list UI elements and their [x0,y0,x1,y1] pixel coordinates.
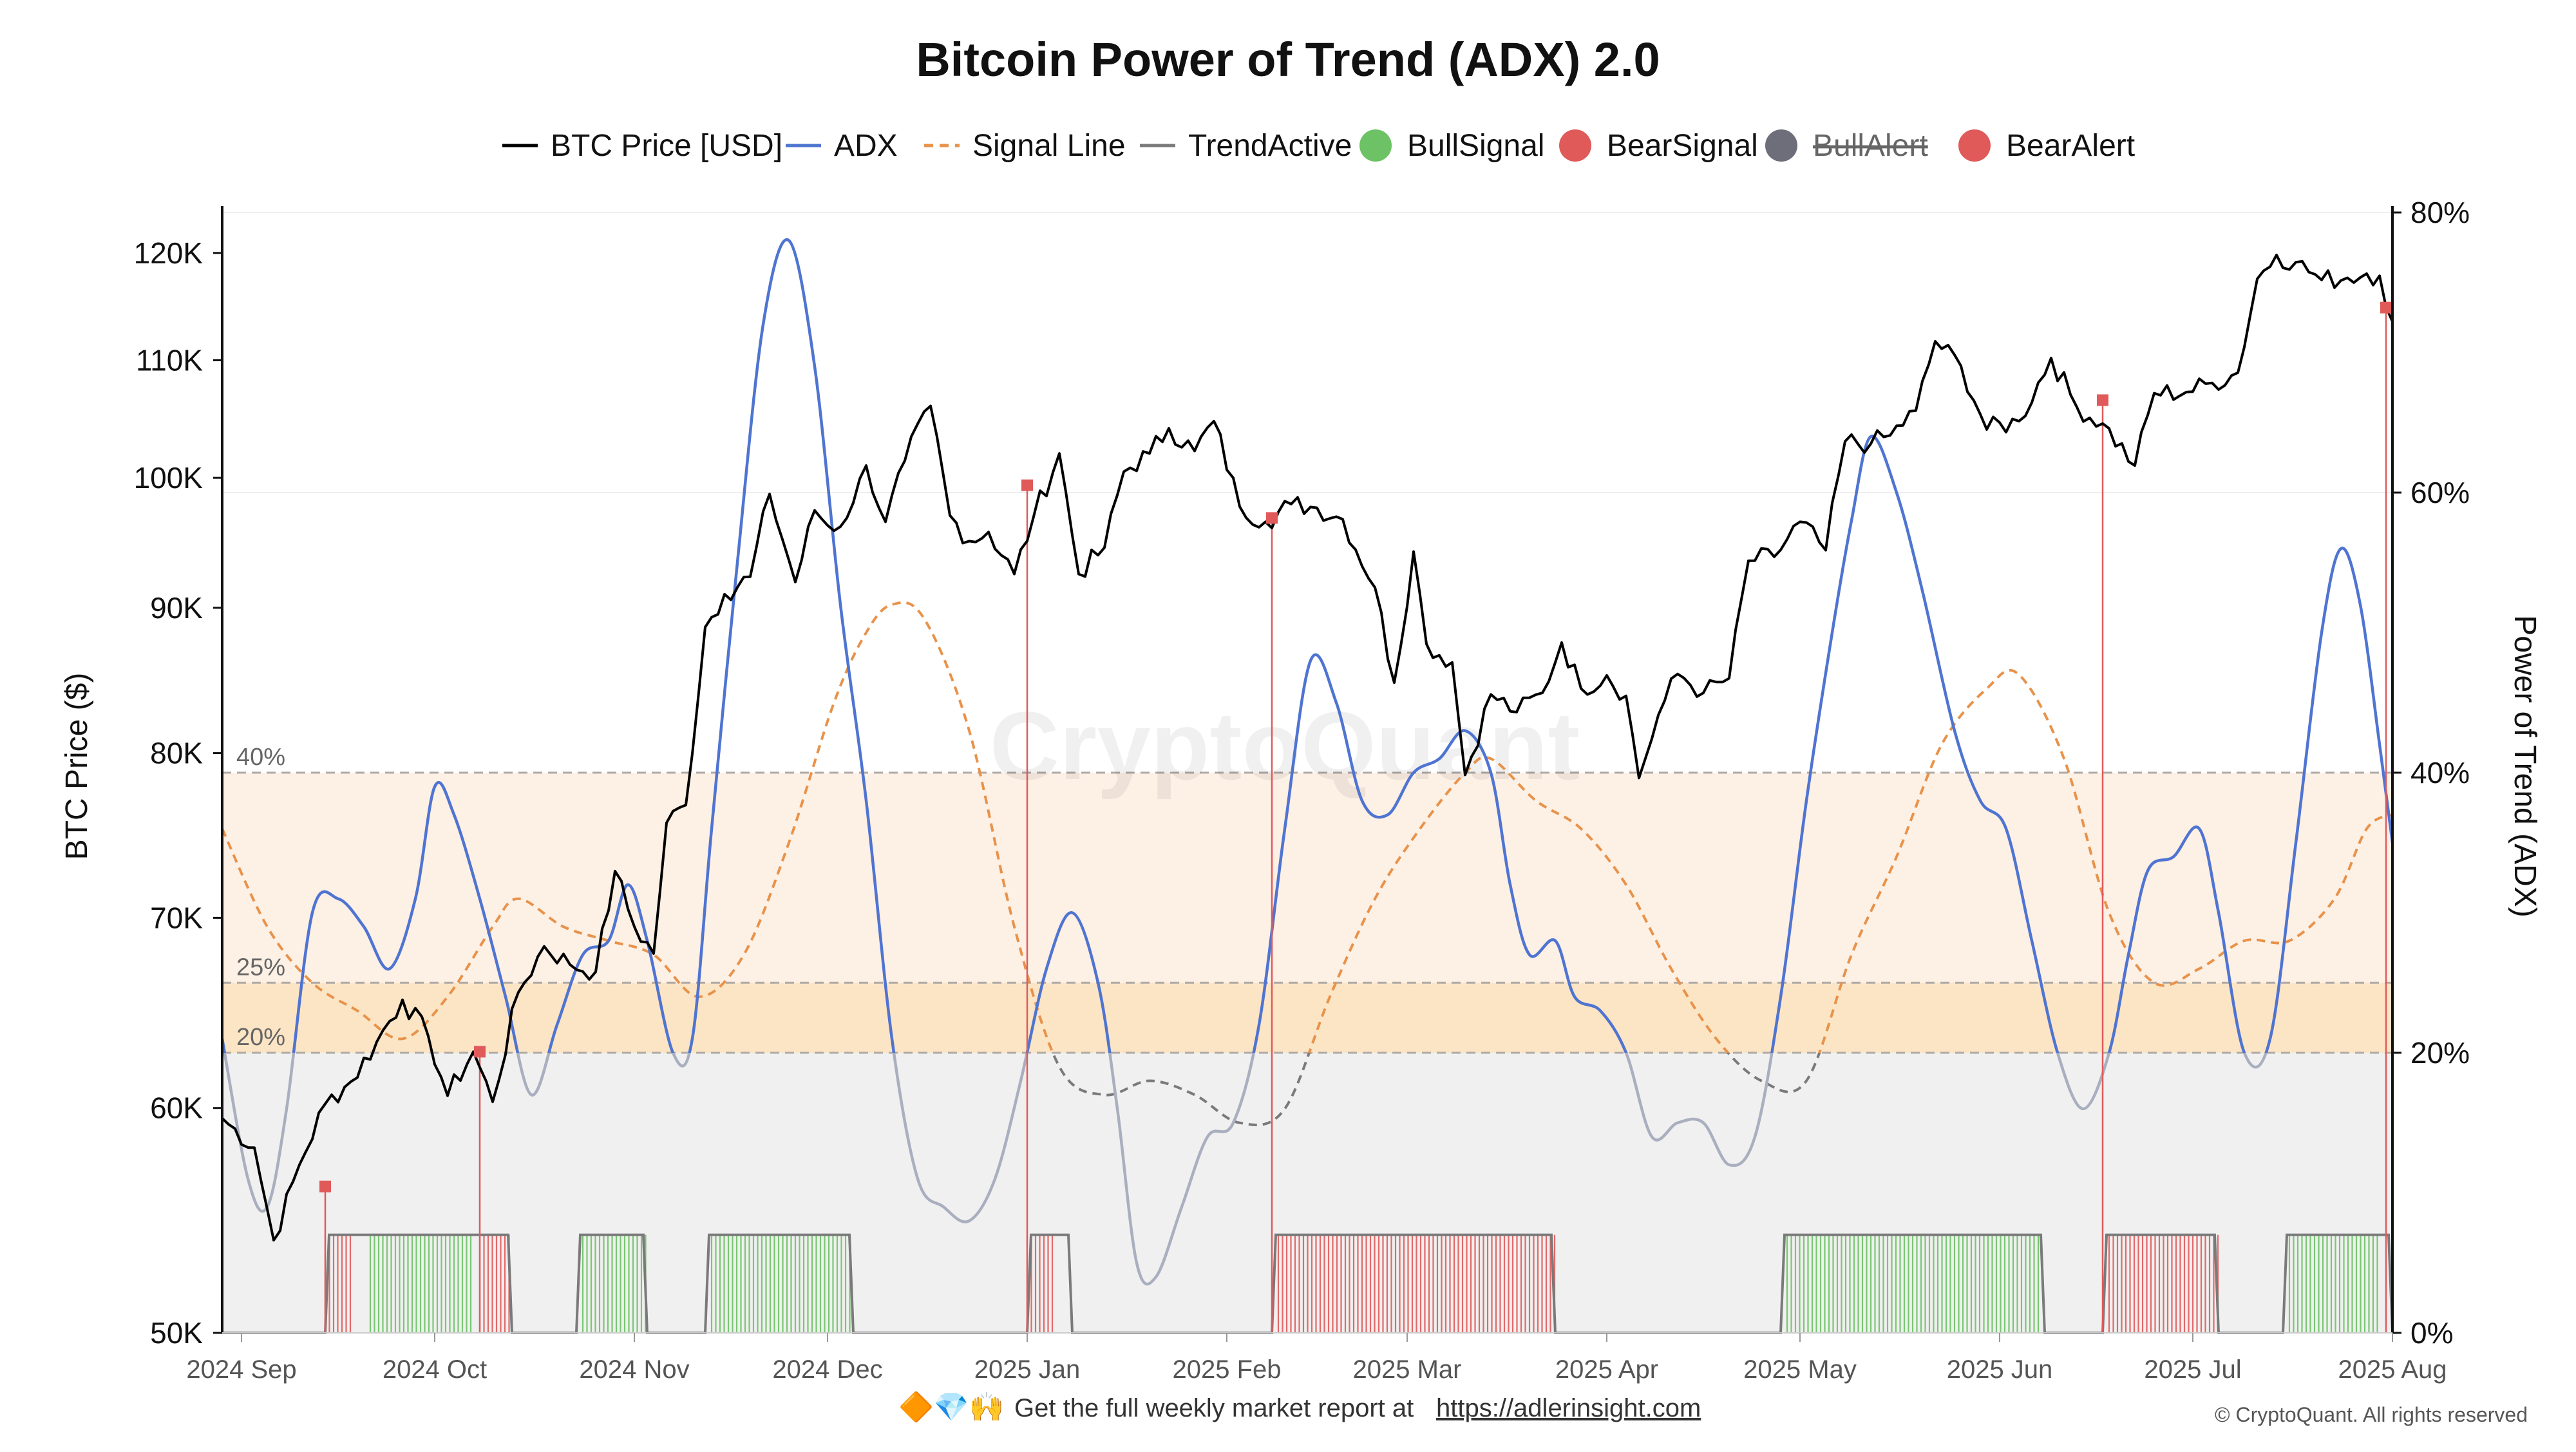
legend-item-bullalert: BullAlert [1765,129,1928,163]
legend-label: BearSignal [1607,129,1758,163]
x-tick-label: 2025 Apr [1555,1355,1658,1384]
x-tick-label: 2025 Mar [1353,1355,1462,1384]
legend-label: Signal Line [972,129,1126,163]
bear-alert-marker-5 [2380,301,2392,314]
x-tick-label: 2025 Jun [1947,1355,2053,1384]
legend-label: ADX [834,129,898,163]
x-tick-label: 2025 Feb [1172,1355,1281,1384]
left-tick-label: 50K [150,1316,203,1350]
left-tick-label: 90K [150,591,203,625]
band-label-2: 20% [236,1024,285,1051]
band-label-0: 40% [236,744,285,771]
bear-alert-marker-2 [1021,479,1033,491]
left-tick-label: 80K [150,737,203,770]
legend-label: BearAlert [2006,129,2135,163]
bear-alert-lines [324,307,2387,1333]
btc-price-line [221,254,2394,1242]
x-tick-label: 2024 Oct [383,1355,487,1384]
legend-swatch [1958,129,1991,162]
legend-label: BTC Price [USD] [551,129,782,163]
btc-price-series [221,254,2394,1242]
signal-line-faded [1051,1053,1821,1127]
bear-alert-marker-1 [474,1046,486,1058]
bear-alert-marker-0 [319,1180,331,1193]
legend-swatch [1359,129,1392,162]
watermark: CryptoQuant [990,692,1580,800]
x-axis-ticks: 2024 Sep 2024 Oct 2024 Nov 2024 Dec 2025 Jan… [186,1333,2447,1384]
legend: BTC Price [USD] ADX Signal Line TrendActive… [502,129,2135,163]
chart-title: Bitcoin Power of Trend (ADX) 2.0 [916,33,1660,86]
legend-swatch [1559,129,1591,162]
axes [221,206,2394,1334]
x-tick-label: 2025 Jan [974,1355,1081,1384]
left-axis-label: BTC Price ($) [60,673,94,860]
legend-item-bearalert: BearAlert [1958,129,2135,163]
band-0 [222,773,2392,983]
left-axis-ticks: 50K 60K 70K 80K 90K 100K 110K 120K [134,236,222,1350]
bear-alert-marker-4 [2097,394,2108,406]
legend-swatch [1765,129,1797,162]
x-tick-label: 2025 Jul [2144,1355,2241,1384]
adx-line-faded [223,1053,2268,1286]
right-tick-label: 40% [2410,756,2470,789]
footer-link[interactable]: https://adlerinsight.com [1436,1394,1701,1422]
left-tick-label: 120K [134,236,204,270]
right-tick-label: 20% [2410,1036,2470,1070]
right-axis-ticks: 0% 20% 40% 60% 80% [2392,196,2470,1350]
right-tick-label: 60% [2410,476,2470,509]
bear-alert-marker-3 [1266,512,1278,524]
band-label-1: 25% [236,954,285,981]
legend-item-bullsignal: BullSignal [1359,129,1544,163]
x-tick-label: 2025 Aug [2338,1355,2447,1384]
legend-item-adx: ADX [786,129,898,163]
legend-label: TrendActive [1188,129,1352,163]
legend-label: BullSignal [1407,129,1544,163]
right-tick-label: 80% [2410,196,2470,229]
legend-item-btc-price-usd: BTC Price [USD] [502,129,782,163]
legend-item-bearsignal: BearSignal [1559,129,1758,163]
band-1 [222,983,2392,1053]
x-tick-label: 2025 May [1743,1355,1857,1384]
x-tick-label: 2024 Sep [186,1355,296,1384]
signal-hatch [324,1234,2378,1333]
legend-label: BullAlert [1813,129,1928,163]
right-tick-label: 0% [2410,1316,2453,1350]
left-tick-label: 70K [150,901,203,934]
right-axis-label: Power of Trend (ADX) [2508,615,2542,918]
copyright: © CryptoQuant. All rights reserved [2215,1403,2528,1426]
x-tick-label: 2024 Nov [579,1355,689,1384]
bear-alert-markers [319,301,2392,1193]
threshold-bands: 40% 25% 20% [222,212,2392,1333]
footer-text: Get the full weekly market report at [1014,1394,1414,1422]
legend-item-trendactive: TrendActive [1140,129,1352,163]
left-tick-label: 100K [134,461,204,495]
left-tick-label: 60K [150,1091,203,1125]
legend-item-signal-line: Signal Line [924,129,1126,163]
x-tick-label: 2024 Dec [772,1355,882,1384]
left-tick-label: 110K [136,344,203,377]
footer-emojis: 🔶💎🙌 [898,1391,1004,1423]
